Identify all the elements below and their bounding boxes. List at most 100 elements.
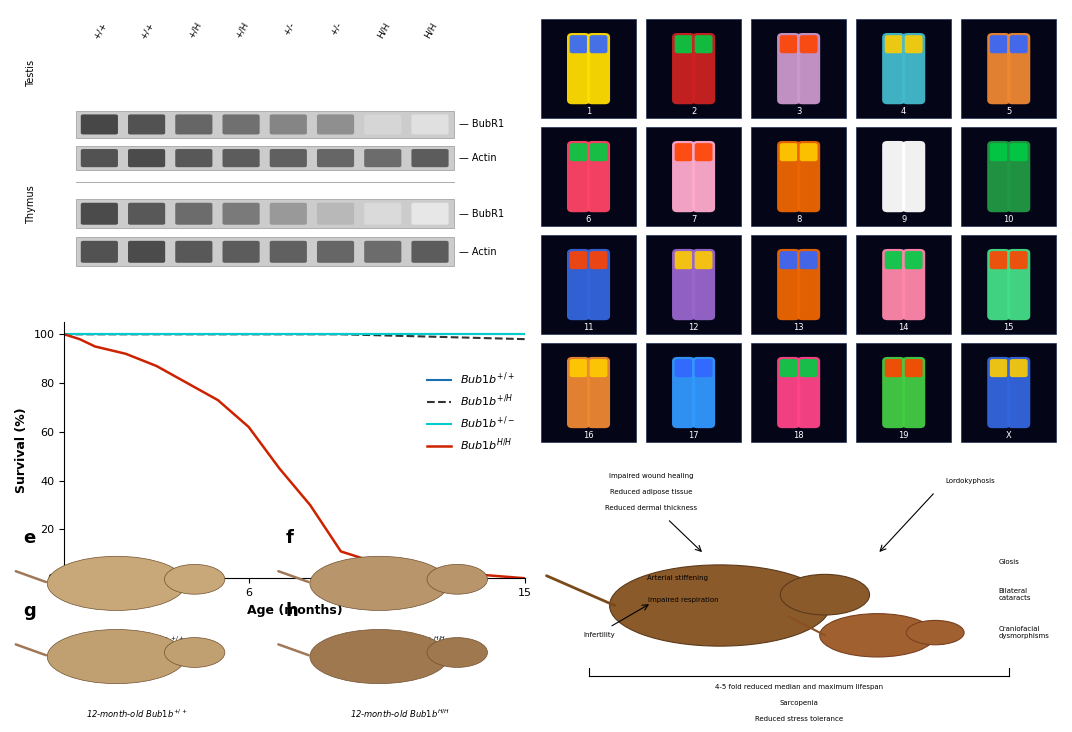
Text: Testis: Testis [26, 59, 35, 87]
FancyBboxPatch shape [364, 203, 401, 225]
FancyBboxPatch shape [903, 141, 925, 212]
FancyBboxPatch shape [175, 241, 212, 263]
FancyBboxPatch shape [76, 146, 455, 170]
Text: H/H: H/H [375, 20, 391, 40]
Text: Impaired wound healing: Impaired wound healing [609, 473, 694, 479]
Text: 16: 16 [583, 431, 594, 440]
FancyBboxPatch shape [798, 33, 820, 104]
Text: Sarcopenia: Sarcopenia [779, 700, 818, 706]
Text: 4-5 fold reduced median and maximum lifespan: 4-5 fold reduced median and maximum life… [715, 684, 882, 690]
FancyBboxPatch shape [905, 359, 923, 377]
Text: 17: 17 [688, 431, 699, 440]
Text: f: f [286, 529, 294, 548]
FancyBboxPatch shape [80, 241, 118, 263]
FancyBboxPatch shape [695, 35, 713, 53]
FancyBboxPatch shape [80, 114, 118, 135]
Ellipse shape [820, 613, 935, 657]
Ellipse shape [610, 565, 830, 646]
FancyBboxPatch shape [989, 251, 1008, 269]
Text: 12-month-old $Bub1b^{H/H}$: 12-month-old $Bub1b^{H/H}$ [349, 708, 449, 720]
FancyBboxPatch shape [695, 359, 713, 377]
FancyBboxPatch shape [1008, 33, 1030, 104]
FancyBboxPatch shape [412, 114, 448, 135]
FancyBboxPatch shape [672, 33, 695, 104]
FancyBboxPatch shape [646, 343, 741, 442]
FancyBboxPatch shape [569, 143, 587, 161]
FancyBboxPatch shape [777, 141, 800, 212]
FancyBboxPatch shape [128, 203, 165, 225]
Text: H/H: H/H [422, 20, 438, 40]
FancyBboxPatch shape [674, 143, 693, 161]
FancyBboxPatch shape [751, 235, 846, 335]
FancyBboxPatch shape [989, 359, 1008, 377]
FancyBboxPatch shape [777, 33, 800, 104]
FancyBboxPatch shape [587, 249, 610, 320]
FancyBboxPatch shape [80, 149, 118, 167]
Text: X: X [1006, 431, 1012, 440]
FancyBboxPatch shape [223, 114, 259, 135]
FancyBboxPatch shape [693, 33, 715, 104]
FancyBboxPatch shape [989, 143, 1008, 161]
Text: — Actin: — Actin [459, 153, 496, 163]
FancyBboxPatch shape [541, 235, 636, 335]
FancyBboxPatch shape [800, 143, 818, 161]
FancyBboxPatch shape [672, 249, 695, 320]
Text: 13: 13 [793, 323, 804, 332]
FancyBboxPatch shape [798, 141, 820, 212]
FancyBboxPatch shape [672, 141, 695, 212]
Text: 4: 4 [902, 107, 906, 116]
Ellipse shape [906, 621, 964, 645]
Text: +/H: +/H [234, 20, 250, 40]
FancyBboxPatch shape [779, 251, 798, 269]
FancyBboxPatch shape [962, 127, 1056, 226]
FancyBboxPatch shape [987, 33, 1010, 104]
FancyBboxPatch shape [882, 33, 905, 104]
FancyBboxPatch shape [903, 33, 925, 104]
Text: Reduced dermal thickness: Reduced dermal thickness [606, 505, 698, 511]
FancyBboxPatch shape [800, 35, 818, 53]
FancyBboxPatch shape [1010, 251, 1028, 269]
Text: 10: 10 [1003, 215, 1014, 224]
FancyBboxPatch shape [223, 241, 259, 263]
FancyBboxPatch shape [223, 149, 259, 167]
FancyBboxPatch shape [587, 33, 610, 104]
FancyBboxPatch shape [1008, 249, 1030, 320]
Ellipse shape [310, 556, 448, 610]
FancyBboxPatch shape [962, 343, 1056, 442]
FancyBboxPatch shape [751, 127, 846, 226]
Text: 7: 7 [690, 215, 697, 224]
FancyBboxPatch shape [882, 357, 905, 428]
FancyBboxPatch shape [800, 251, 818, 269]
FancyBboxPatch shape [223, 203, 259, 225]
FancyBboxPatch shape [569, 481, 587, 493]
FancyBboxPatch shape [903, 249, 925, 320]
Text: 18: 18 [793, 431, 804, 440]
Text: 11: 11 [583, 323, 594, 332]
FancyBboxPatch shape [590, 35, 608, 53]
Text: — BubR1: — BubR1 [459, 209, 504, 219]
FancyBboxPatch shape [567, 141, 590, 212]
Text: 6: 6 [585, 215, 592, 224]
Text: Y: Y [586, 539, 591, 548]
FancyBboxPatch shape [857, 235, 951, 335]
Text: 14: 14 [898, 323, 909, 332]
Y-axis label: Survival (%): Survival (%) [15, 408, 28, 493]
FancyBboxPatch shape [175, 114, 212, 135]
FancyBboxPatch shape [587, 141, 610, 212]
FancyBboxPatch shape [317, 203, 354, 225]
FancyBboxPatch shape [317, 241, 354, 263]
Text: +/-: +/- [329, 20, 343, 37]
FancyBboxPatch shape [590, 359, 608, 377]
Text: e: e [24, 529, 35, 548]
FancyBboxPatch shape [674, 359, 693, 377]
Ellipse shape [427, 564, 488, 594]
FancyBboxPatch shape [962, 235, 1056, 335]
FancyBboxPatch shape [987, 249, 1010, 320]
FancyBboxPatch shape [779, 143, 798, 161]
FancyBboxPatch shape [590, 251, 608, 269]
FancyBboxPatch shape [1010, 35, 1028, 53]
Text: +/+: +/+ [91, 20, 108, 40]
FancyBboxPatch shape [317, 149, 354, 167]
Text: +/+: +/+ [138, 20, 155, 40]
FancyBboxPatch shape [987, 357, 1010, 428]
